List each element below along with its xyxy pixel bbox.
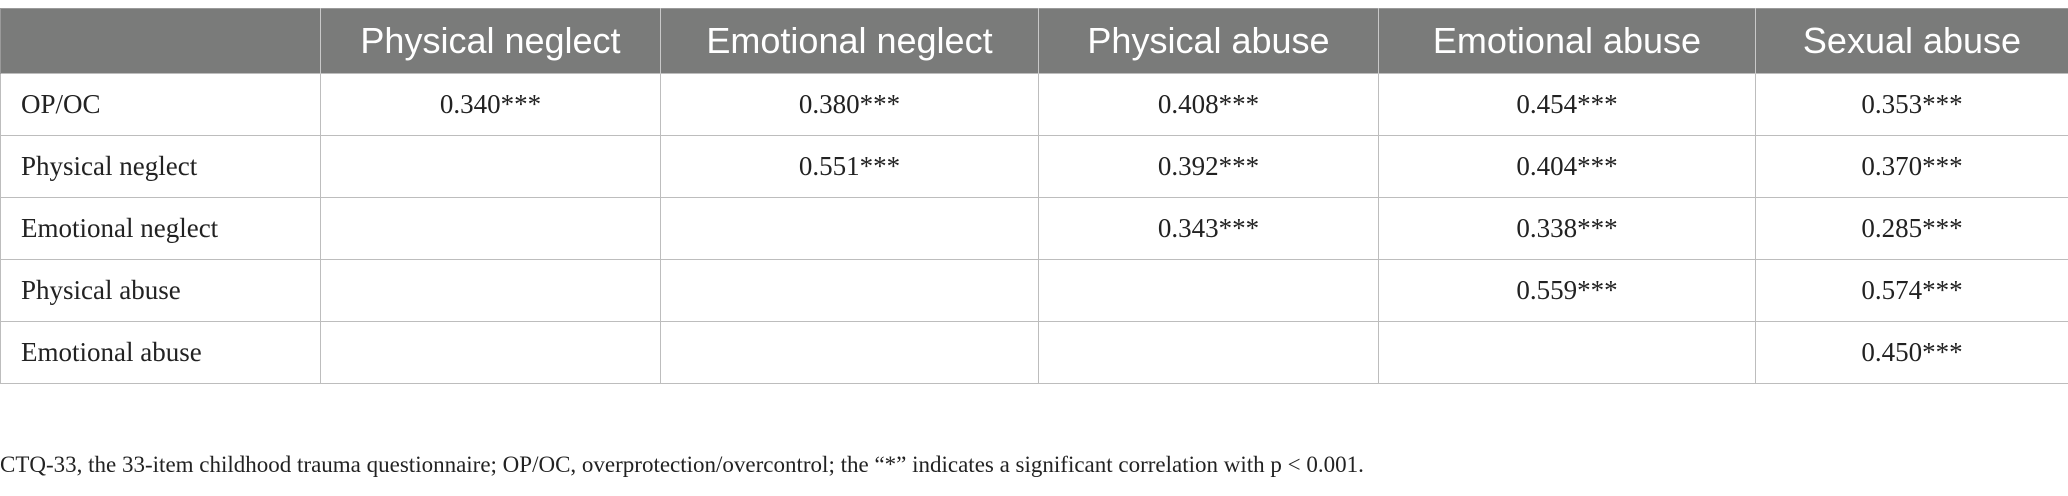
table-row: Emotional neglect 0.343*** 0.338*** 0.28… [0, 197, 2068, 260]
table-row: Emotional abuse 0.450*** [0, 321, 2068, 384]
table-row: OP/OC 0.340*** 0.380*** 0.408*** 0.454**… [0, 73, 2068, 136]
table-cell: 0.551*** [660, 135, 1039, 198]
table-cell [660, 197, 1039, 260]
table-cell [660, 259, 1039, 322]
table-cell [320, 259, 661, 322]
table-cell [1038, 259, 1379, 322]
header-cell-blank [0, 8, 321, 74]
table-cell: 0.370*** [1755, 135, 2068, 198]
header-cell-physical-neglect: Physical neglect [320, 8, 661, 74]
table-cell: 0.340*** [320, 73, 661, 136]
table-cell: 0.408*** [1038, 73, 1379, 136]
row-label: Physical abuse [0, 259, 321, 322]
table-cell: 0.404*** [1378, 135, 1756, 198]
table-footnote: CTQ-33, the 33-item childhood trauma que… [0, 452, 1364, 477]
table-cell: 0.343*** [1038, 197, 1379, 260]
table-cell: 0.285*** [1755, 197, 2068, 260]
table-cell [660, 321, 1039, 384]
row-label: Emotional abuse [0, 321, 321, 384]
table-cell: 0.454*** [1378, 73, 1756, 136]
table-row: Physical abuse 0.559*** 0.574*** [0, 259, 2068, 322]
header-cell-emotional-abuse: Emotional abuse [1378, 8, 1756, 74]
header-cell-sexual-abuse: Sexual abuse [1755, 8, 2068, 74]
table-row: Physical neglect 0.551*** 0.392*** 0.404… [0, 135, 2068, 198]
table-cell: 0.450*** [1755, 321, 2068, 384]
header-row: Physical neglect Emotional neglect Physi… [0, 8, 2068, 74]
table-cell: 0.353*** [1755, 73, 2068, 136]
table-cell: 0.392*** [1038, 135, 1379, 198]
table-cell [1378, 321, 1756, 384]
table-cell: 0.380*** [660, 73, 1039, 136]
correlation-table: Physical neglect Emotional neglect Physi… [0, 8, 2068, 384]
table-cell: 0.574*** [1755, 259, 2068, 322]
correlation-table-wrapper: Physical neglect Emotional neglect Physi… [0, 8, 2068, 384]
row-label: OP/OC [0, 73, 321, 136]
row-label: Physical neglect [0, 135, 321, 198]
table-cell [320, 135, 661, 198]
header-cell-physical-abuse: Physical abuse [1038, 8, 1379, 74]
table-cell: 0.559*** [1378, 259, 1756, 322]
table-cell [1038, 321, 1379, 384]
row-label: Emotional neglect [0, 197, 321, 260]
table-cell: 0.338*** [1378, 197, 1756, 260]
table-cell [320, 321, 661, 384]
header-cell-emotional-neglect: Emotional neglect [660, 8, 1039, 74]
table-cell [320, 197, 661, 260]
